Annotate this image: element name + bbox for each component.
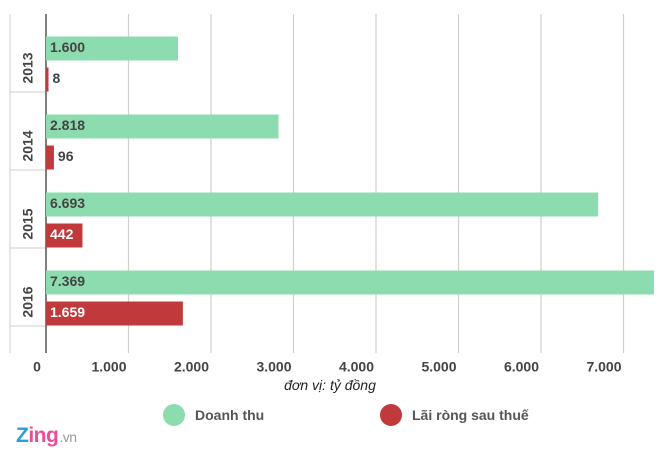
legend-label-revenue: Doanh thu [195, 407, 265, 423]
data-label-revenue-2016: 7.369 [50, 273, 85, 289]
category-label-2014: 2014 [20, 130, 36, 161]
logo-z: Z [16, 424, 29, 447]
bar-net-profit-2016 [46, 301, 183, 326]
bar-net-profit-2013 [46, 67, 49, 92]
legend-label-net-profit: Lãi ròng sau thuế [412, 407, 529, 423]
legend-item-net-profit: Lãi ròng sau thuế [380, 404, 529, 426]
bar-revenue-2016 [46, 270, 654, 295]
bar-net-profit-2014 [46, 145, 54, 170]
data-label-revenue-2014: 2.818 [50, 117, 85, 133]
legend-swatch-net-profit [380, 404, 402, 426]
bar-revenue-2014 [46, 114, 279, 139]
x-tick-label-7: 7.000 [586, 359, 621, 375]
bar-revenue-2013 [46, 36, 178, 61]
legend-swatch-revenue [163, 404, 185, 426]
bar-net-profit-2015 [46, 223, 83, 248]
logo-ing: ing [28, 424, 59, 447]
x-tick-label-2: 2.000 [174, 359, 209, 375]
data-label-revenue-2015: 6.693 [50, 195, 85, 211]
logo-tld: .vn [59, 429, 77, 445]
data-label-revenue-2013: 1.600 [50, 39, 85, 55]
legend-item-revenue: Doanh thu [163, 404, 264, 426]
zing-logo: Zing.vn [16, 424, 77, 448]
category-label-2013: 2013 [20, 52, 36, 83]
category-label-2016: 2016 [20, 286, 36, 317]
x-tick-label-4: 4.000 [339, 359, 374, 375]
x-tick-label-1: 1.000 [91, 359, 126, 375]
x-tick-label-0: 0 [33, 359, 41, 375]
x-tick-label-3: 3.000 [256, 359, 291, 375]
data-label-net-profit-2015: 442 [50, 226, 74, 242]
x-axis-label: đơn vị: tỷ đồng [284, 377, 376, 393]
data-label-net-profit-2013: 8 [53, 70, 61, 86]
category-label-2015: 2015 [20, 208, 36, 239]
data-label-net-profit-2016: 1.659 [50, 304, 85, 320]
bar-revenue-2015 [46, 192, 599, 217]
data-label-net-profit-2014: 96 [58, 148, 74, 164]
bar-chart: 2013 2014 2015 2016 1.600 2.818 6.693 7.369 8 96 4… [9, 14, 654, 375]
x-tick-label-6: 6.000 [504, 359, 539, 375]
x-tick-label-5: 5.000 [421, 359, 456, 375]
